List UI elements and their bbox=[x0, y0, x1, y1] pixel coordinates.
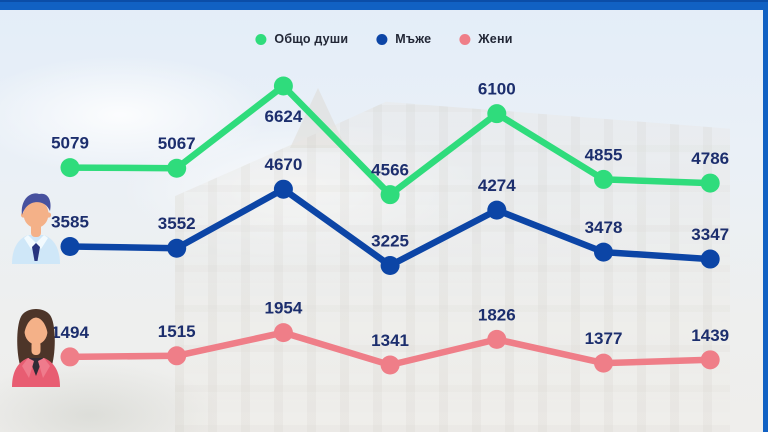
data-point-label: 4855 bbox=[585, 145, 623, 164]
legend-item-men: Мъже bbox=[376, 32, 431, 46]
chart-legend: Общо души Мъже Жени bbox=[255, 32, 512, 46]
right-accent-bar bbox=[763, 10, 768, 432]
data-point bbox=[700, 173, 720, 193]
legend-item-total: Общо души bbox=[255, 32, 348, 46]
data-point bbox=[487, 200, 507, 220]
data-point bbox=[60, 347, 80, 367]
data-point-label: 4566 bbox=[371, 161, 409, 180]
data-point-label: 3585 bbox=[51, 212, 89, 231]
data-point bbox=[167, 158, 187, 178]
top-accent-bar bbox=[0, 0, 768, 10]
legend-label-women: Жени bbox=[478, 32, 513, 46]
legend-dot-total-icon bbox=[255, 33, 267, 45]
data-point-label: 6100 bbox=[478, 80, 516, 99]
data-point bbox=[60, 236, 80, 256]
building-facade-shape bbox=[175, 101, 730, 432]
legend-label-men: Мъже bbox=[395, 32, 432, 46]
data-point bbox=[60, 158, 80, 178]
legend-item-women: Жени bbox=[459, 32, 512, 46]
data-point bbox=[167, 346, 187, 366]
data-point bbox=[594, 353, 613, 373]
data-point-label: 1439 bbox=[691, 326, 729, 345]
data-point-label: 4274 bbox=[478, 176, 516, 195]
data-point-label: 1494 bbox=[51, 323, 89, 342]
data-point-label: 3347 bbox=[691, 225, 729, 244]
data-point bbox=[380, 185, 400, 205]
data-point-label: 4670 bbox=[264, 155, 302, 174]
data-point-label: 1954 bbox=[264, 299, 302, 318]
data-point bbox=[273, 179, 293, 199]
legend-dot-women-icon bbox=[459, 33, 471, 45]
data-point bbox=[700, 249, 720, 269]
data-point bbox=[594, 242, 613, 262]
data-point bbox=[700, 350, 720, 370]
data-point bbox=[594, 169, 613, 189]
data-point-label: 3478 bbox=[585, 218, 623, 237]
data-point-label: 1341 bbox=[371, 331, 409, 350]
data-point-label: 1377 bbox=[585, 329, 623, 348]
data-point-label: 6624 bbox=[264, 107, 302, 126]
data-point bbox=[380, 355, 400, 375]
woman-avatar-icon bbox=[12, 309, 60, 387]
data-point bbox=[273, 323, 293, 343]
data-point bbox=[273, 76, 293, 96]
data-point bbox=[380, 256, 400, 276]
data-point-label: 3552 bbox=[158, 214, 196, 233]
cloud-shape bbox=[120, 120, 480, 260]
data-point-label: 4786 bbox=[691, 149, 729, 168]
data-point bbox=[487, 329, 507, 349]
data-point-label: 1826 bbox=[478, 305, 516, 324]
data-point bbox=[487, 104, 507, 124]
legend-dot-men-icon bbox=[376, 33, 388, 45]
man-avatar-icon bbox=[12, 193, 60, 264]
data-point-label: 1515 bbox=[158, 322, 196, 341]
data-point-label: 3225 bbox=[371, 232, 409, 251]
data-point bbox=[167, 238, 187, 258]
legend-label-total: Общо души bbox=[274, 32, 349, 46]
data-point-label: 5079 bbox=[51, 134, 89, 153]
data-point-label: 5067 bbox=[158, 134, 196, 153]
